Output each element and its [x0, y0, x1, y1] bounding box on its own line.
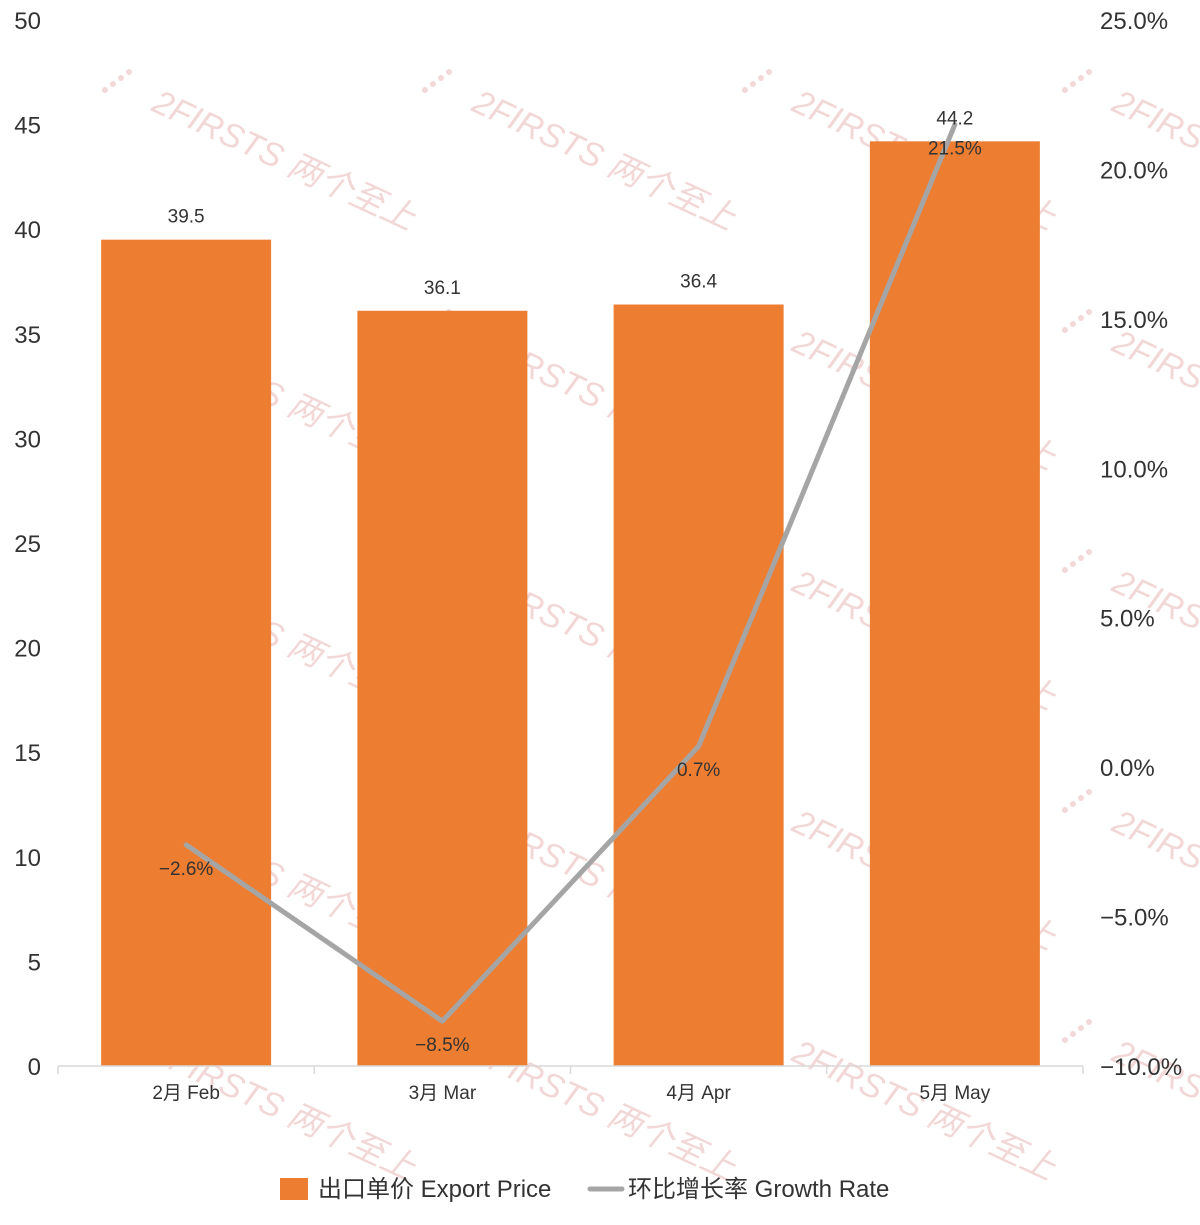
y-left-tick-label: 35 — [14, 322, 41, 349]
labels-layer: 39.5 36.1 36.4 44.2 −2.6% −8.5% 0.7% 21.5% — [159, 108, 982, 1056]
y-left-tick-label: 10 — [14, 845, 41, 872]
bars-layer — [101, 141, 1040, 1067]
y-right-tick-label: −10.0% — [1100, 1054, 1182, 1081]
watermark-logo-dot — [1062, 1037, 1068, 1043]
watermark-logo-dot — [750, 81, 756, 87]
watermark-text: 2FIRSTS 两个至上 — [1106, 562, 1200, 718]
x-tick-label: 5月 May — [920, 1083, 991, 1104]
watermark-logo-dot — [1078, 75, 1084, 81]
watermark-logo-dot — [1086, 309, 1092, 315]
line-data-label: −8.5% — [415, 1035, 470, 1056]
watermark-logo-dot — [1078, 1025, 1084, 1031]
y-left-tick-label: 5 — [28, 949, 41, 976]
bar-export-price-3 — [613, 304, 784, 1067]
y-left-tick-label: 20 — [14, 636, 41, 663]
watermark-logo-dot — [1070, 321, 1076, 327]
watermark-logo-dot — [1078, 795, 1084, 801]
legend-label-export-price: 出口单价 Export Price — [318, 1176, 551, 1203]
watermark-logo-dot — [1078, 315, 1084, 321]
bar-data-label: 44.2 — [936, 108, 973, 129]
bar-export-price-1 — [101, 239, 272, 1066]
watermark-logo-dot — [1070, 81, 1076, 87]
legend: 出口单价 Export Price 环比增长率 Growth Rate — [280, 1176, 889, 1203]
watermark-logo-dot — [1086, 789, 1092, 795]
y-right-tick-label: 15.0% — [1100, 307, 1168, 334]
legend-swatch-export-price — [280, 1178, 308, 1200]
y-right-tick-label: 25.0% — [1100, 8, 1168, 35]
watermark-logo-dot — [766, 69, 772, 75]
y-left-tick-label: 25 — [14, 531, 41, 558]
watermark-logo-dot — [1070, 561, 1076, 567]
watermark-logo-dot — [1078, 555, 1084, 561]
bar-export-price-4 — [869, 141, 1040, 1066]
watermark-text: 2FIRSTS 两个至上 — [1106, 802, 1200, 958]
watermark-logo-dot — [102, 87, 108, 93]
watermark-logo-dot — [1086, 69, 1092, 75]
axes-layer: 2月 Feb 3月 Mar 4月 Apr 5月 May 0 5 10 15 20 25 30 35 40… — [14, 8, 1182, 1104]
legend-label-growth-rate: 环比增长率 Growth Rate — [628, 1176, 889, 1203]
watermark-logo-dot — [118, 75, 124, 81]
watermark-logo-dot — [430, 81, 436, 87]
line-data-label: 0.7% — [677, 760, 720, 781]
watermark-logo-dot — [1070, 801, 1076, 807]
y-right-tick-label: 20.0% — [1100, 157, 1168, 184]
bar-export-price-2 — [357, 310, 528, 1067]
watermark-logo-dot — [1062, 327, 1068, 333]
y-right-tick-label: 0.0% — [1100, 755, 1155, 782]
bar-data-label: 39.5 — [168, 207, 205, 228]
watermark-logo-dot — [446, 69, 452, 75]
watermark-logo-dot — [438, 75, 444, 81]
y-left-tick-label: 40 — [14, 217, 41, 244]
bar-data-label: 36.4 — [680, 272, 717, 293]
x-tick-label: 2月 Feb — [152, 1083, 220, 1104]
y-right-tick-label: 10.0% — [1100, 456, 1168, 483]
growth-rate-line — [183, 122, 958, 1024]
y-left-tick-label: 45 — [14, 113, 41, 140]
y-left-tick-label: 15 — [14, 740, 41, 767]
bar-data-label: 36.1 — [424, 278, 461, 299]
watermark-logo-dot — [758, 75, 764, 81]
watermark-logo-dot — [1062, 87, 1068, 93]
y-left-tick-label: 30 — [14, 426, 41, 453]
watermark-logo-dot — [1062, 807, 1068, 813]
line-data-label: 21.5% — [928, 139, 982, 160]
watermark-logo-dot — [1086, 549, 1092, 555]
x-tick-label: 4月 Apr — [666, 1083, 731, 1104]
y-right-tick-label: −5.0% — [1100, 905, 1169, 932]
watermark-logo-dot — [422, 87, 428, 93]
watermark-text: 2FIRSTS 两个至上 — [466, 82, 742, 238]
watermark-logo-dot — [1070, 1031, 1076, 1037]
y-left-tick-label: 0 — [28, 1054, 41, 1081]
watermark-logo-dot — [110, 81, 116, 87]
watermark-logo-dot — [1062, 567, 1068, 573]
watermark-logo-dot — [1086, 1019, 1092, 1025]
watermark-logo-dot — [126, 69, 132, 75]
watermark-logo-dot — [742, 87, 748, 93]
watermark-text: 2FIRSTS 两个至上 — [1106, 322, 1200, 478]
line-data-label: −2.6% — [159, 859, 214, 880]
y-right-tick-label: 5.0% — [1100, 606, 1155, 633]
x-tick-label: 3月 Mar — [409, 1083, 477, 1104]
line-layer — [183, 122, 958, 1024]
y-left-tick-label: 50 — [14, 8, 41, 35]
